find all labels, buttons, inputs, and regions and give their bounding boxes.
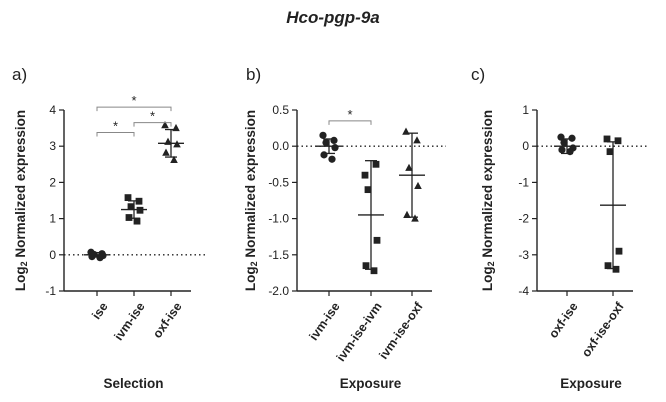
data-point (615, 247, 623, 255)
data-point (606, 148, 614, 156)
data-point (362, 262, 370, 270)
data-point (320, 151, 328, 159)
significance-star: * (113, 118, 118, 133)
data-point (135, 197, 143, 205)
data-point (124, 194, 132, 202)
data-point (361, 171, 369, 179)
data-point (370, 267, 378, 275)
x-axis-label: Selection (103, 376, 163, 391)
category-label: oxf-ise (150, 300, 185, 341)
data-point (612, 265, 620, 273)
category-label: ivm-ise (111, 300, 147, 343)
significance-bracket (328, 120, 372, 125)
data-point (133, 217, 141, 225)
significance-bracket (96, 131, 135, 137)
data-point (414, 181, 422, 190)
data-point (125, 214, 133, 221)
data-point (560, 138, 568, 147)
y-axis-label: Log2 Normalized expression (480, 110, 497, 291)
category-label: oxf-ise (546, 300, 581, 341)
category-label: ivm-ise (306, 300, 342, 343)
panel-3: c) Log2 Normalized expression -4 -3 -2 -1 0 1 ox… (471, 65, 647, 391)
x-axis-label: Exposure (340, 376, 402, 391)
significance-bracket (96, 106, 172, 112)
data-point (411, 214, 419, 222)
x-axis-label: Exposure (560, 376, 622, 391)
significance-star: * (150, 109, 155, 124)
significance-star: * (131, 93, 136, 108)
y-tick-label: -1.0 (268, 212, 289, 226)
data-point (161, 121, 169, 129)
y-tick-label: -1 (45, 284, 56, 298)
y-tick-label: -1 (518, 175, 529, 189)
y-tick-label: 1 (522, 103, 529, 117)
data-point (557, 133, 565, 141)
data-point (373, 236, 381, 244)
y-axis-label: Log2 Normalized expression (243, 110, 260, 291)
category-label: ise (89, 300, 110, 322)
data-point (322, 138, 330, 147)
y-tick-label: -3 (518, 248, 529, 262)
data-point (331, 144, 339, 152)
data-point (162, 148, 170, 156)
data-point (173, 140, 181, 148)
y-axis-label: Log2 Normalized expression (13, 110, 30, 291)
significance-star: * (347, 107, 352, 122)
data-point (603, 135, 611, 143)
panel-label: c) (471, 65, 485, 84)
data-point (405, 163, 413, 171)
y-tick-label: 4 (49, 103, 56, 117)
data-point (330, 136, 338, 145)
y-tick-label: 0.0 (272, 139, 289, 153)
figure-title: Hco-pgp-9a (286, 8, 380, 27)
data-point (319, 131, 327, 139)
y-tick-label: -2.0 (268, 284, 289, 298)
y-tick-label: -4 (518, 284, 529, 298)
data-point (558, 146, 566, 154)
y-tick-label: 0.5 (272, 103, 289, 117)
data-point (170, 155, 178, 163)
data-point (96, 254, 104, 262)
data-point (372, 160, 380, 168)
data-point (566, 148, 574, 156)
y-tick-label: -2 (518, 212, 529, 226)
y-tick-label: -1.5 (268, 248, 289, 262)
data-point (127, 203, 135, 211)
data-point (604, 262, 612, 270)
data-point (413, 136, 421, 144)
data-point (364, 186, 372, 194)
y-tick-label: 3 (49, 139, 56, 153)
significance-bracket (133, 122, 172, 127)
y-tick-label: 0 (49, 248, 56, 262)
panel-label: b) (246, 65, 261, 84)
panel-1: a) Log2 Normalized expression -1 0 1 2 3 4 ise iv… (12, 65, 205, 391)
panel-2: b) Log2 Normalized expression -2.0 -1.5 -1.0… (243, 65, 446, 391)
data-point (136, 206, 144, 214)
y-tick-label: -0.5 (268, 175, 289, 189)
data-point (172, 123, 180, 132)
data-point (402, 127, 410, 135)
data-point (568, 134, 576, 142)
data-point (88, 253, 96, 261)
data-point (164, 137, 172, 145)
data-point (328, 155, 336, 163)
data-point (403, 210, 411, 218)
y-tick-label: 2 (49, 175, 56, 189)
y-tick-label: 0 (522, 139, 529, 153)
category-label: oxf-ise-oxf (579, 299, 627, 359)
y-tick-label: 1 (49, 212, 56, 226)
panel-label: a) (12, 65, 27, 84)
data-point (614, 137, 622, 145)
